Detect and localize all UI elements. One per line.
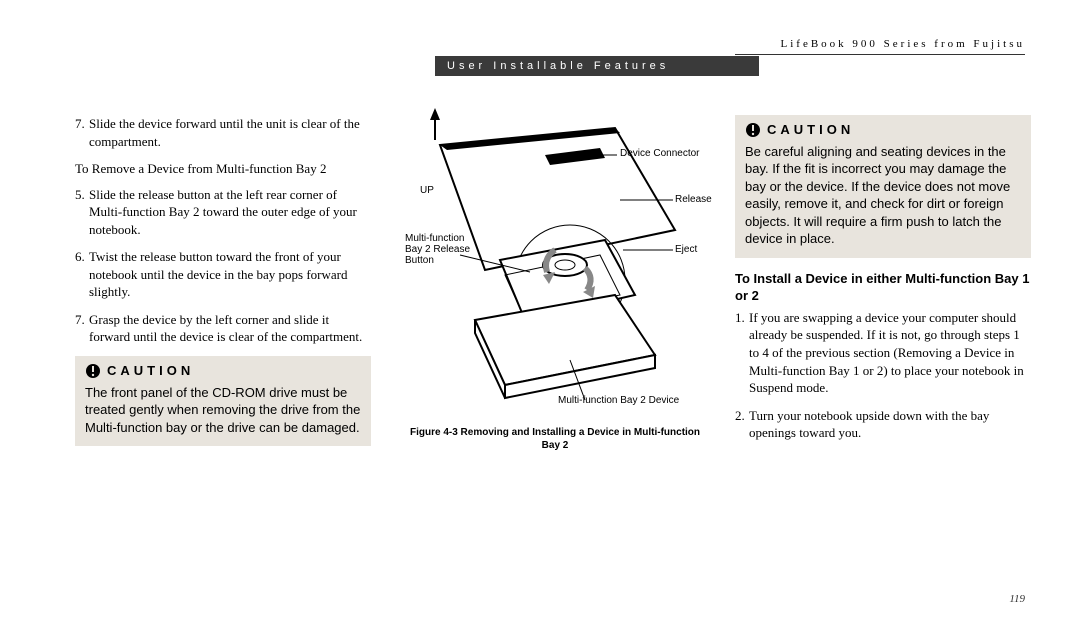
caution-icon bbox=[85, 363, 101, 379]
label-bay2-device: Multi-function Bay 2 Device bbox=[558, 395, 679, 406]
caution-title: CAUTION bbox=[107, 362, 194, 380]
column-right: CAUTION Be careful aligning and seating … bbox=[735, 115, 1031, 452]
column-left: 7. Slide the device forward until the un… bbox=[75, 115, 371, 446]
column-figure: UP Device Connector Release Eject Multi-… bbox=[405, 100, 705, 452]
heading-install: To Install a Device in either Multi-func… bbox=[735, 270, 1031, 305]
label-eject: Eject bbox=[675, 244, 697, 255]
subheading-remove-bay2: To Remove a Device from Multi-function B… bbox=[75, 160, 371, 178]
page-number: 119 bbox=[1009, 593, 1025, 605]
header-brand: LifeBook 900 Series from Fujitsu bbox=[781, 38, 1026, 50]
caution-box-align: CAUTION Be careful aligning and seating … bbox=[735, 115, 1031, 258]
step-5: 5. Slide the release button at the left … bbox=[75, 186, 371, 239]
label-device-connector: Device Connector bbox=[620, 148, 699, 159]
step-7a: 7. Slide the device forward until the un… bbox=[75, 115, 371, 150]
section-heading: User Installable Features bbox=[435, 56, 759, 76]
caution-icon bbox=[745, 122, 761, 138]
label-bay2-release: Multi-function Bay 2 Release Button bbox=[405, 233, 480, 266]
header-rule bbox=[735, 54, 1025, 55]
label-release: Release bbox=[675, 194, 712, 205]
install-step-1: 1. If you are swapping a device your com… bbox=[735, 309, 1031, 397]
caution-text-align: Be careful aligning and seating devices … bbox=[745, 143, 1021, 248]
figure-caption: Figure 4-3 Removing and Installing a Dev… bbox=[405, 426, 705, 452]
caution-title: CAUTION bbox=[767, 121, 854, 139]
caution-text-cdrom: The front panel of the CD-ROM drive must… bbox=[85, 384, 361, 437]
step-7b: 7. Grasp the device by the left corner a… bbox=[75, 311, 371, 346]
caution-box-cdrom: CAUTION The front panel of the CD-ROM dr… bbox=[75, 356, 371, 446]
step-6: 6. Twist the release button toward the f… bbox=[75, 248, 371, 301]
figure-diagram: UP Device Connector Release Eject Multi-… bbox=[405, 100, 705, 420]
label-up: UP bbox=[420, 185, 434, 196]
install-step-2: 2. Turn your notebook upside down with t… bbox=[735, 407, 1031, 442]
